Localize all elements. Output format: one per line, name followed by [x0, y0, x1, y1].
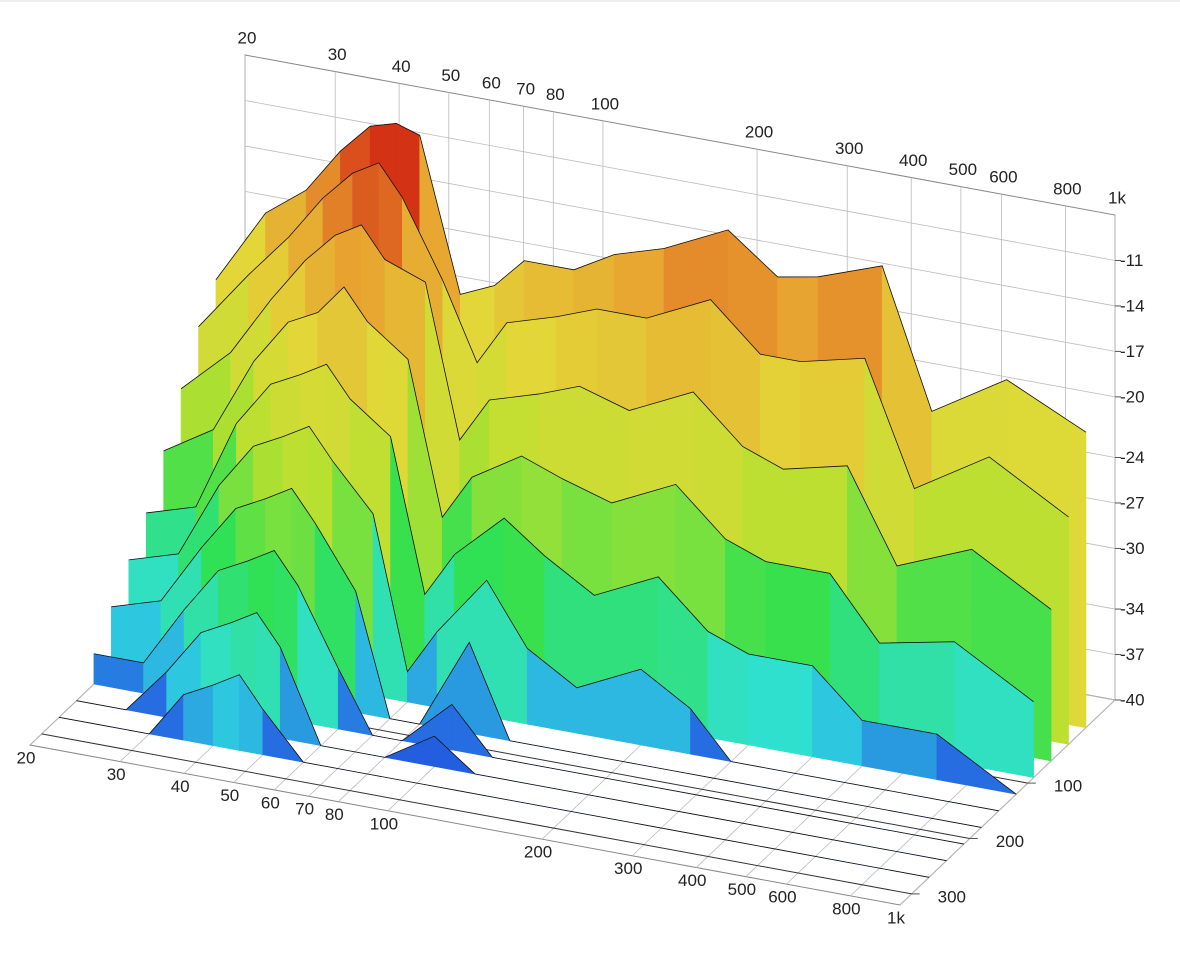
z-tick-label: -37 [1120, 645, 1145, 664]
x-tick-label: 1k [1108, 188, 1126, 207]
x-tick-label: 60 [261, 793, 280, 812]
x-tick-label: 800 [832, 899, 860, 918]
slice-outline [180, 224, 1052, 610]
x-tick-label: 50 [441, 66, 460, 85]
z-tick-label: -17 [1120, 342, 1145, 361]
grid-line [41, 733, 912, 895]
slice-outline [76, 612, 947, 862]
x-tick-label: 20 [238, 28, 257, 47]
x-tick-label: 100 [591, 94, 619, 113]
slice-outline [215, 123, 1087, 433]
z-tick-label: -40 [1120, 690, 1145, 709]
x-tick-label: 800 [1053, 179, 1081, 198]
x-tick-label: 300 [835, 139, 863, 158]
x-tick-label: 400 [899, 151, 927, 170]
x-tick-label: 300 [614, 859, 642, 878]
z-tick-label: -27 [1120, 493, 1145, 512]
x-tick-label: 50 [220, 786, 239, 805]
x-tick-label: 60 [482, 73, 501, 92]
slice-outline [146, 363, 1017, 795]
x-tick-label: 100 [370, 814, 398, 833]
slice-outline [58, 674, 930, 878]
y-tick-label: 200 [996, 832, 1024, 851]
slice-outline [111, 487, 982, 828]
x-tick-label: 200 [524, 843, 552, 862]
z-tick-label: -11 [1120, 251, 1143, 270]
surface-segment [183, 684, 214, 747]
x-tick-label: 70 [295, 800, 314, 819]
x-tick-label: 600 [989, 168, 1017, 187]
x-tick-label: 30 [107, 765, 126, 784]
x-tick-label: 500 [949, 160, 977, 179]
x-tick-label: 600 [768, 888, 796, 907]
slice-outline [93, 550, 964, 845]
z-tick-label: -24 [1120, 448, 1145, 467]
surface-segment [748, 653, 813, 758]
grid-line [899, 699, 1116, 906]
y-tick-label: 100 [1054, 777, 1082, 796]
slice-outline [128, 425, 999, 812]
x-tick-label: 30 [328, 45, 347, 64]
z-tick-label: -30 [1120, 539, 1145, 558]
slice-outline [163, 286, 1034, 703]
x-tick-label: 80 [546, 85, 565, 104]
x-tick-label: 200 [745, 123, 773, 142]
x-tick-label: 40 [392, 57, 411, 76]
labels: 20 20 30 30 40 40 50 50 60 60 70 70 80 80 100 100 200 200… [17, 28, 1145, 927]
z-tick-label: -20 [1120, 387, 1145, 406]
surface [58, 122, 1087, 878]
x-tick-label: 20 [17, 748, 36, 767]
x-tick-label: 500 [728, 880, 756, 899]
z-tick-label: -34 [1120, 600, 1145, 619]
slice-outline [198, 162, 1069, 518]
x-tick-label: 40 [171, 777, 190, 796]
surface-segment [212, 674, 240, 751]
x-tick-label: 400 [678, 871, 706, 890]
z-tick-label: -14 [1120, 296, 1145, 315]
x-tick-label: 80 [325, 805, 344, 824]
x-tick-label: 1k [887, 908, 905, 927]
y-tick-label: 300 [938, 887, 966, 906]
x-tick-label: 70 [516, 80, 535, 99]
